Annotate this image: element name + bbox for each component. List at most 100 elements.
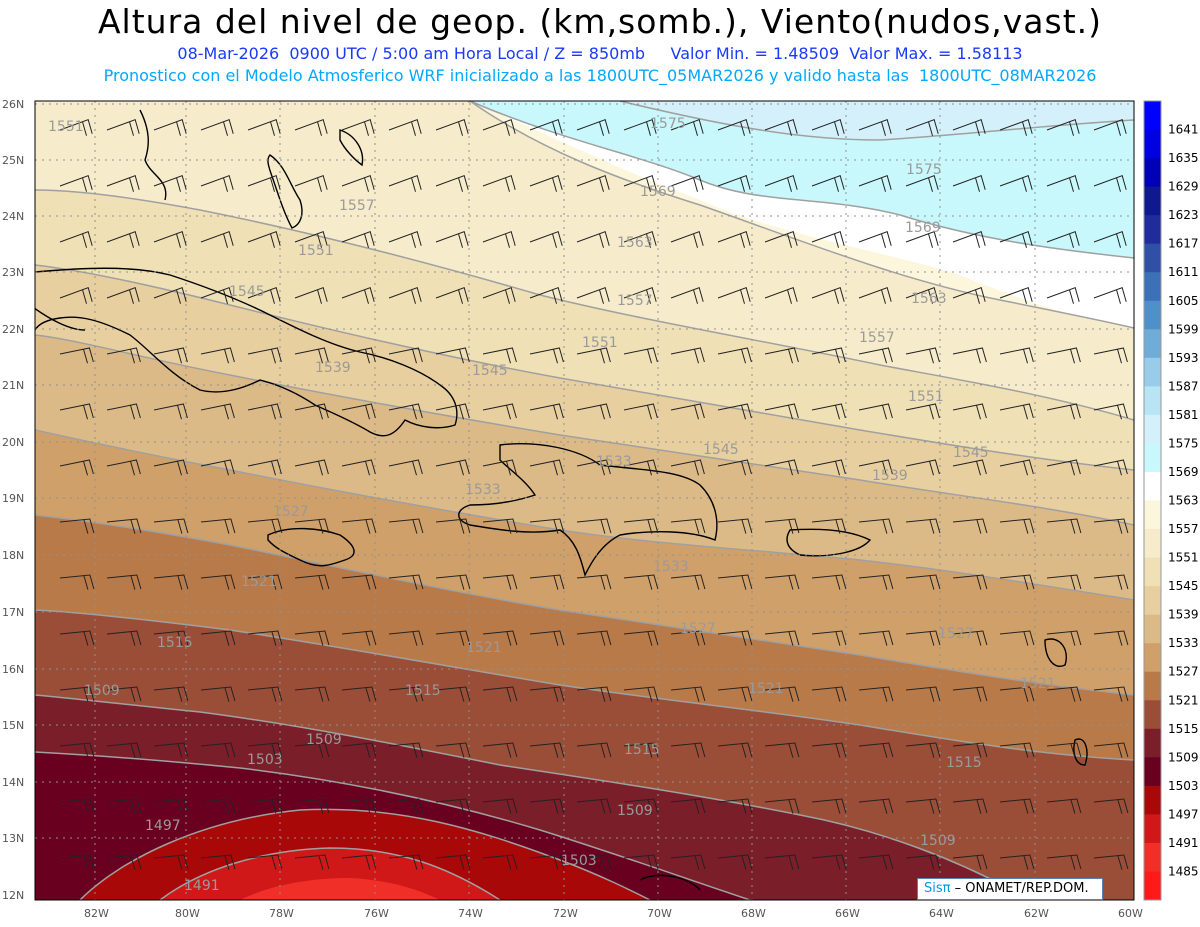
wind-barb	[294, 854, 330, 870]
wind-barb	[905, 231, 939, 248]
wind-barb	[811, 798, 847, 814]
wind-barb	[153, 798, 189, 814]
wind-barb	[200, 686, 236, 702]
wind-barb	[106, 854, 142, 870]
wind-barb	[59, 686, 95, 702]
contour-labels: 1575 1575 1569 1569 1563 1563 1557 1557 …	[48, 116, 1056, 894]
wind-barb	[59, 403, 94, 420]
wind-barb	[529, 403, 564, 420]
wind-barb	[1093, 287, 1127, 304]
contour-label: 1521	[748, 681, 784, 697]
lat-label: 25N	[2, 154, 24, 167]
wind-barb	[529, 630, 565, 646]
wind-barb	[200, 854, 236, 870]
wind-barb	[153, 630, 189, 646]
colorbar-label: 1629	[1168, 180, 1199, 194]
wind-barb	[905, 175, 939, 192]
wind-barb	[858, 175, 892, 192]
wind-barb	[1046, 403, 1081, 420]
contour-label: 1515	[405, 683, 441, 699]
colorbar-swatch	[1144, 842, 1161, 872]
wind-barb	[529, 686, 565, 702]
wind-barb	[200, 630, 236, 646]
wind-barb	[952, 854, 988, 870]
wind-barb	[717, 403, 752, 420]
wind-barb	[576, 347, 611, 364]
colorbar-label: 1593	[1168, 351, 1199, 365]
wind-barb	[59, 347, 94, 364]
map-title: Altura del nivel de geop. (km,somb.), Vi…	[97, 2, 1103, 41]
wind-barb	[482, 518, 518, 534]
wind-barb	[1046, 630, 1082, 646]
wind-barb	[294, 459, 329, 476]
wind-barb	[1046, 798, 1082, 814]
wind-barb	[623, 742, 659, 758]
wind-barb	[858, 798, 894, 814]
wind-barb	[153, 403, 188, 420]
contour-label: 1557	[617, 293, 653, 309]
puerto-rico-coastline	[786, 528, 872, 557]
wind-barb	[905, 574, 941, 590]
wind-barb	[388, 518, 424, 534]
wind-barb	[1046, 287, 1080, 304]
wind-barb	[952, 347, 987, 364]
wind-barb	[858, 119, 892, 136]
colorbar-swatch	[1144, 785, 1161, 815]
wind-barb	[999, 231, 1033, 248]
wind-barb	[623, 459, 658, 476]
wind-barb	[670, 686, 706, 702]
wind-barb	[247, 574, 283, 590]
wind-barb	[200, 403, 235, 420]
wind-barb	[717, 798, 753, 814]
wind-barb	[106, 119, 140, 136]
wind-barb	[811, 518, 847, 534]
wind-barb	[811, 686, 847, 702]
wind-barb	[153, 231, 187, 248]
wind-barb	[294, 518, 330, 534]
wind-barb	[294, 175, 328, 192]
wind-barb	[576, 175, 610, 192]
band-1515	[35, 610, 1134, 900]
wind-barb	[247, 686, 283, 702]
wind-barb	[952, 119, 986, 136]
wind-barbs	[59, 119, 1129, 870]
colorbar-swatch	[1144, 329, 1161, 359]
lon-label: 70W	[647, 907, 672, 920]
contour-label: 1515	[624, 742, 660, 758]
wind-barb	[623, 854, 659, 870]
wind-barb	[59, 742, 95, 758]
contour-label: 1503	[247, 752, 283, 768]
wind-barb	[388, 287, 422, 304]
lon-label: 76W	[364, 907, 389, 920]
contour-label: 1545	[703, 442, 739, 458]
contour-label: 1521	[466, 640, 502, 656]
wind-barb	[200, 287, 234, 304]
lat-label: 14N	[2, 776, 24, 789]
wind-barb	[764, 630, 800, 646]
contour-label: 1551	[298, 243, 334, 259]
wind-barb	[576, 287, 610, 304]
contour-label: 1533	[465, 482, 501, 498]
wind-barb	[59, 459, 94, 476]
wind-barb	[435, 518, 471, 534]
contour-label: 1515	[946, 755, 982, 771]
contour-label: 1569	[640, 184, 676, 200]
colorbar-swatch	[1144, 586, 1161, 616]
wind-barb	[341, 574, 377, 590]
contour-label: 1539	[315, 360, 351, 376]
wind-barb	[858, 574, 894, 590]
wind-barb	[341, 798, 377, 814]
map-subtitle-valid-time: 08-Mar-2026 0900 UTC / 5:00 am Hora Loca…	[177, 44, 1023, 63]
lat-label: 17N	[2, 606, 24, 619]
wind-barb	[1046, 119, 1080, 136]
wind-barb	[623, 287, 657, 304]
wind-barb	[717, 574, 753, 590]
wind-barb	[106, 518, 142, 534]
wind-barb	[106, 574, 142, 590]
jamaica-coastline	[267, 527, 355, 567]
wind-barb	[294, 742, 330, 758]
wind-barb	[576, 403, 611, 420]
colorbar-label: 1533	[1168, 636, 1199, 650]
colorbar-swatch	[1144, 357, 1161, 387]
wind-barb	[623, 518, 659, 534]
